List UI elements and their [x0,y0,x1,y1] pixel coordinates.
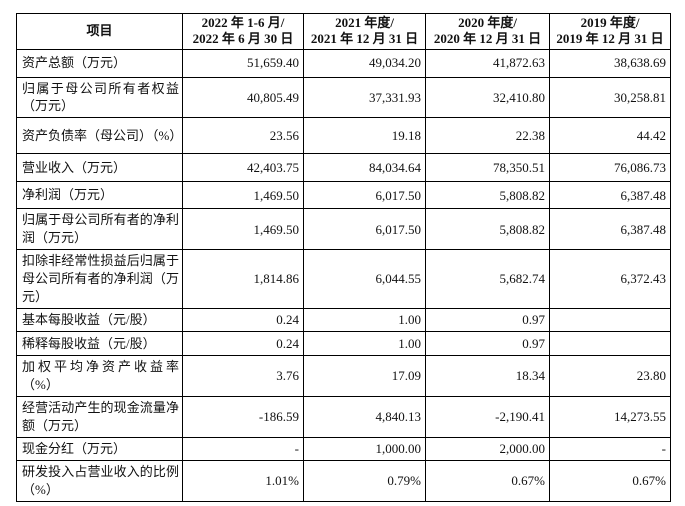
row-label-cell: 加权平均净资产收益率（%） [16,355,183,397]
row-label-cell: 资产负债率（母公司）（%） [16,117,183,155]
value-cell: 49,034.20 [303,48,426,78]
value-cell: 6,387.48 [549,208,671,251]
row-label-cell: 稀释每股收益（元/股） [16,331,183,357]
value-cell: 6,387.48 [549,181,671,210]
value-cell: 2,000.00 [425,436,550,461]
column-header-2020: 2020 年度/ 2020 年 12 月 31 日 [425,13,550,50]
value-cell: 6,372.43 [549,249,671,310]
table-row: 经营活动产生的现金流量净额（万元） -186.59 4,840.13 -2,19… [16,395,671,438]
row-label-cell: 现金分红（万元） [16,436,183,461]
value-cell: 0.67% [549,459,671,502]
value-cell: 37,331.93 [303,76,426,119]
table-header-row: 项目 2022 年 1-6 月/ 2022 年 6 月 30 日 2021 年度… [16,13,671,50]
table-row: 净利润（万元） 1,469.50 6,017.50 5,808.82 6,387… [16,181,671,210]
value-cell: 6,017.50 [303,208,426,251]
value-cell: 1,814.86 [182,249,304,310]
value-cell: 30,258.81 [549,76,671,119]
financial-indicators-table: 项目 2022 年 1-6 月/ 2022 年 6 月 30 日 2021 年度… [16,13,671,502]
row-label-cell: 基本每股收益（元/股） [16,308,183,333]
value-cell: 1,000.00 [303,436,426,461]
value-cell: 18.34 [425,355,550,397]
value-cell: 76,086.73 [549,153,671,183]
table-row: 研发投入占营业收入的比例（%） 1.01% 0.79% 0.67% 0.67% [16,459,671,502]
table-row: 资产负债率（母公司）（%） 23.56 19.18 22.38 44.42 [16,117,671,155]
value-cell: 1.00 [303,308,426,333]
row-label-cell: 归属于母公司所有者权益（万元） [16,76,183,119]
value-cell: 0.67% [425,459,550,502]
table-row: 资产总额（万元） 51,659.40 49,034.20 41,872.63 3… [16,48,671,78]
column-header-2022: 2022 年 1-6 月/ 2022 年 6 月 30 日 [182,13,304,50]
value-cell: 0.97 [425,308,550,333]
row-label-cell: 经营活动产生的现金流量净额（万元） [16,395,183,438]
value-cell: -2,190.41 [425,395,550,438]
value-cell: - [549,436,671,461]
value-cell: 40,805.49 [182,76,304,119]
value-cell: 84,034.64 [303,153,426,183]
value-cell: 0.97 [425,331,550,357]
table-row: 基本每股收益（元/股） 0.24 1.00 0.97 [16,308,671,333]
table-row: 稀释每股收益（元/股） 0.24 1.00 0.97 [16,331,671,357]
value-cell: 38,638.69 [549,48,671,78]
value-cell: 5,808.82 [425,208,550,251]
table-row: 归属于母公司所有者权益（万元） 40,805.49 37,331.93 32,4… [16,76,671,119]
value-cell: 5,808.82 [425,181,550,210]
value-cell: 17.09 [303,355,426,397]
row-label-cell: 扣除非经常性损益后归属于母公司所有者的净利润（万元） [16,249,183,310]
value-cell: - [182,436,304,461]
row-label-cell: 资产总额（万元） [16,48,183,78]
value-cell: 3.76 [182,355,304,397]
row-label-cell: 研发投入占营业收入的比例（%） [16,459,183,502]
value-cell: 6,017.50 [303,181,426,210]
value-cell: 1,469.50 [182,181,304,210]
value-cell: 0.24 [182,308,304,333]
table-row: 扣除非经常性损益后归属于母公司所有者的净利润（万元） 1,814.86 6,04… [16,249,671,310]
value-cell: 1.01% [182,459,304,502]
value-cell: 78,350.51 [425,153,550,183]
value-cell: 42,403.75 [182,153,304,183]
value-cell: 23.56 [182,117,304,155]
value-cell: 51,659.40 [182,48,304,78]
value-cell: 5,682.74 [425,249,550,310]
value-cell: -186.59 [182,395,304,438]
row-label-cell: 净利润（万元） [16,181,183,210]
value-cell [549,331,671,357]
value-cell: 0.24 [182,331,304,357]
value-cell: 32,410.80 [425,76,550,119]
row-label-cell: 营业收入（万元） [16,153,183,183]
column-header-2019: 2019 年度/ 2019 年 12 月 31 日 [549,13,671,50]
value-cell: 41,872.63 [425,48,550,78]
column-header-item: 项目 [16,13,183,50]
value-cell: 1.00 [303,331,426,357]
table-row: 归属于母公司所有者的净利润（万元） 1,469.50 6,017.50 5,80… [16,208,671,251]
value-cell: 0.79% [303,459,426,502]
value-cell: 23.80 [549,355,671,397]
row-label-cell: 归属于母公司所有者的净利润（万元） [16,208,183,251]
value-cell: 4,840.13 [303,395,426,438]
value-cell: 22.38 [425,117,550,155]
value-cell: 44.42 [549,117,671,155]
value-cell: 6,044.55 [303,249,426,310]
value-cell: 1,469.50 [182,208,304,251]
value-cell: 19.18 [303,117,426,155]
column-header-2021: 2021 年度/ 2021 年 12 月 31 日 [303,13,426,50]
table-row: 现金分红（万元） - 1,000.00 2,000.00 - [16,436,671,461]
table-row: 营业收入（万元） 42,403.75 84,034.64 78,350.51 7… [16,153,671,183]
table-row: 加权平均净资产收益率（%） 3.76 17.09 18.34 23.80 [16,355,671,397]
value-cell: 14,273.55 [549,395,671,438]
value-cell [549,308,671,333]
